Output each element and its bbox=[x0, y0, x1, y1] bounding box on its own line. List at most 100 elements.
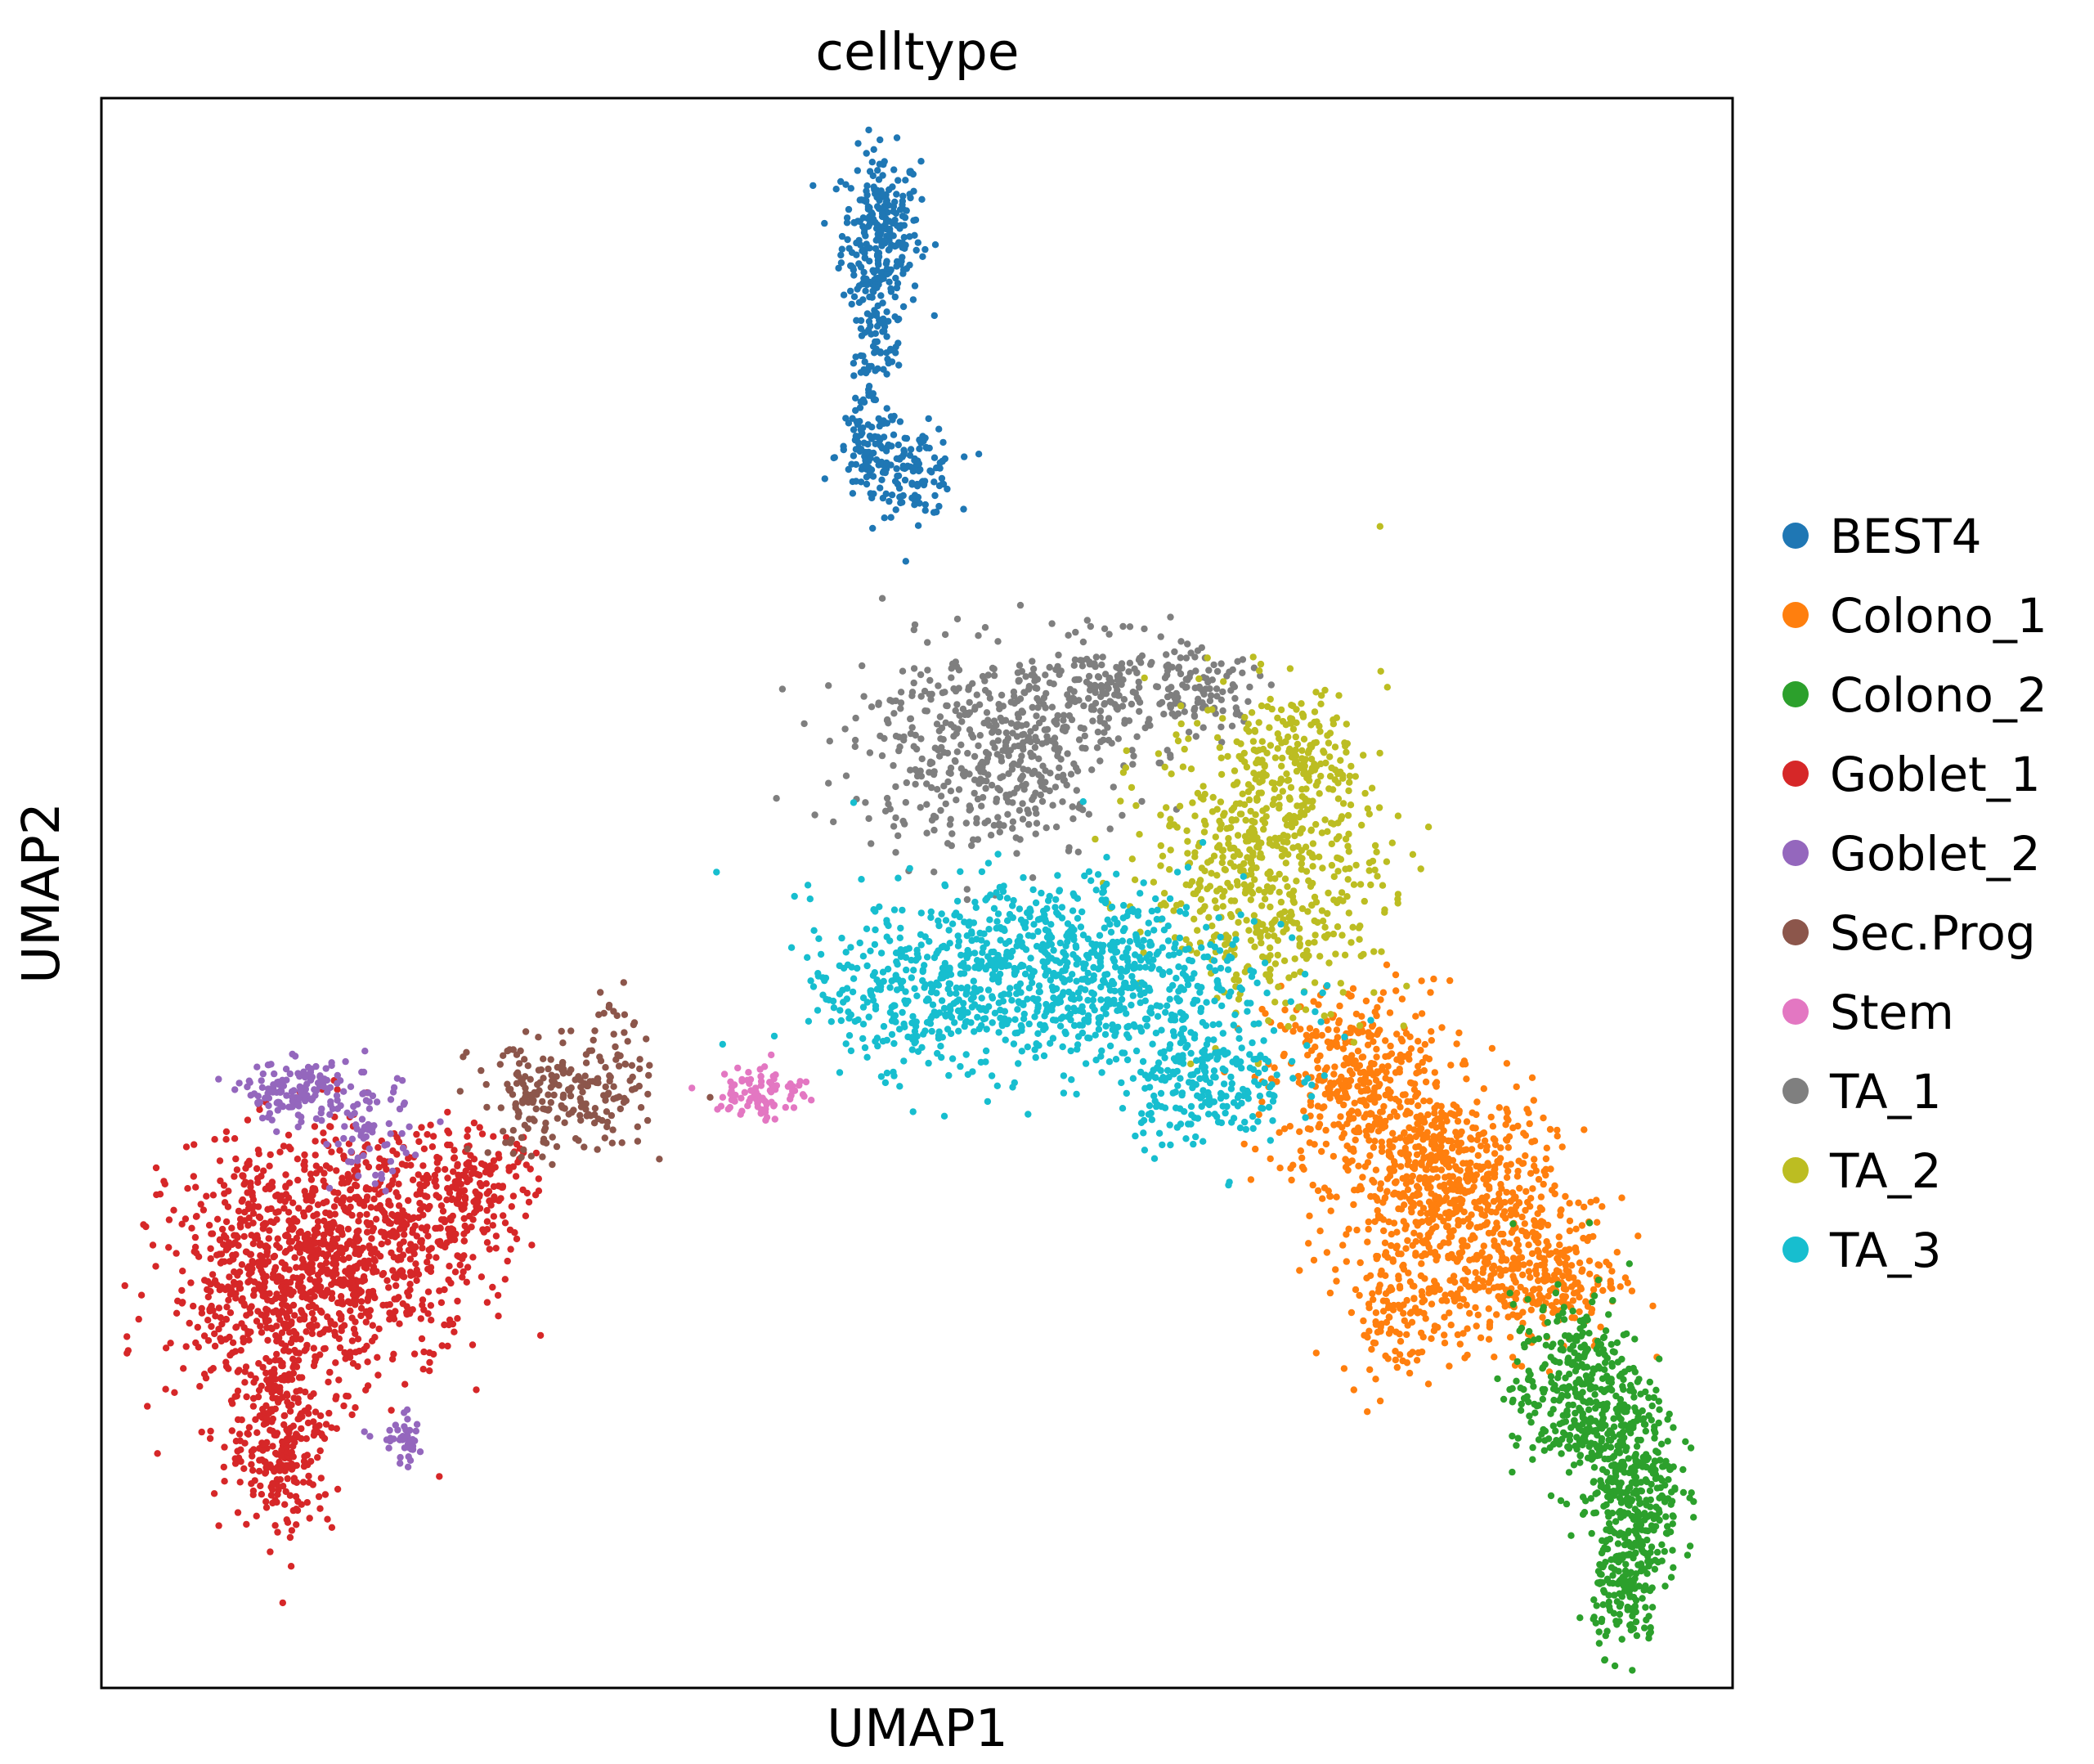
data-point bbox=[412, 1260, 419, 1268]
data-point bbox=[558, 1027, 565, 1035]
data-point bbox=[413, 1232, 420, 1240]
data-point bbox=[314, 1229, 321, 1237]
data-point bbox=[293, 1430, 300, 1438]
data-point bbox=[1588, 1449, 1595, 1457]
data-point bbox=[1351, 1127, 1358, 1135]
data-point bbox=[1572, 1244, 1580, 1252]
data-point bbox=[890, 431, 898, 438]
data-point bbox=[452, 1230, 460, 1238]
data-point bbox=[892, 349, 899, 357]
data-point bbox=[894, 222, 901, 230]
data-point bbox=[1625, 1484, 1632, 1492]
data-point bbox=[1534, 1246, 1541, 1255]
data-point bbox=[252, 1234, 259, 1242]
data-point bbox=[1590, 1596, 1598, 1604]
data-point bbox=[852, 433, 860, 440]
data-point bbox=[236, 1479, 244, 1486]
data-point bbox=[278, 1446, 285, 1454]
data-point bbox=[866, 168, 874, 175]
data-point bbox=[276, 1458, 283, 1466]
data-point bbox=[1433, 1223, 1440, 1231]
data-point bbox=[871, 349, 878, 357]
data-point bbox=[1638, 1546, 1646, 1554]
data-point bbox=[411, 1244, 419, 1251]
data-point bbox=[290, 1394, 298, 1402]
data-point bbox=[1649, 1462, 1657, 1470]
data-point bbox=[1335, 1077, 1343, 1085]
data-point bbox=[192, 1183, 200, 1191]
data-point bbox=[1491, 1165, 1499, 1173]
data-point bbox=[850, 372, 858, 379]
data-point bbox=[518, 1153, 525, 1161]
data-point bbox=[1442, 1187, 1451, 1196]
data-point bbox=[1437, 1183, 1444, 1190]
data-point bbox=[342, 1057, 349, 1066]
data-point bbox=[307, 1295, 314, 1304]
data-point bbox=[1340, 1082, 1347, 1089]
data-point bbox=[882, 490, 890, 497]
data-point bbox=[848, 460, 855, 468]
data-point bbox=[893, 134, 901, 141]
data-point bbox=[1306, 1212, 1313, 1220]
data-point bbox=[1448, 1210, 1455, 1218]
data-point bbox=[1408, 1208, 1415, 1216]
data-point bbox=[1522, 1206, 1529, 1214]
data-point bbox=[1509, 1220, 1517, 1228]
data-point bbox=[1527, 1169, 1535, 1178]
data-point bbox=[1481, 1222, 1488, 1229]
data-point bbox=[1433, 1256, 1440, 1264]
data-point bbox=[881, 203, 888, 210]
data-point bbox=[901, 465, 908, 473]
data-point bbox=[1431, 1109, 1438, 1117]
data-point bbox=[315, 1287, 323, 1295]
data-point bbox=[1542, 1155, 1550, 1163]
data-point bbox=[333, 1251, 340, 1259]
data-point bbox=[1569, 1401, 1577, 1409]
data-point bbox=[1576, 1407, 1585, 1414]
data-point bbox=[1628, 1496, 1636, 1504]
data-point bbox=[534, 1081, 541, 1088]
data-point bbox=[1538, 1430, 1545, 1438]
data-point bbox=[1566, 1335, 1573, 1343]
data-point bbox=[1636, 1500, 1643, 1508]
data-point bbox=[275, 1208, 282, 1215]
data-point bbox=[348, 1411, 356, 1419]
data-point bbox=[1571, 1421, 1578, 1429]
data-point bbox=[334, 1140, 342, 1148]
data-point bbox=[1471, 1234, 1478, 1241]
data-point bbox=[1637, 1521, 1645, 1528]
data-point bbox=[1396, 1282, 1404, 1290]
data-point bbox=[1351, 1099, 1358, 1107]
data-point bbox=[512, 1173, 520, 1180]
data-point bbox=[1472, 1124, 1479, 1132]
data-point bbox=[838, 232, 846, 240]
data-point bbox=[1632, 1618, 1640, 1626]
data-point bbox=[1402, 1245, 1410, 1252]
data-point bbox=[363, 1219, 370, 1227]
data-point bbox=[1395, 1250, 1402, 1258]
data-point bbox=[204, 1277, 212, 1286]
data-point bbox=[1379, 1063, 1386, 1071]
data-point bbox=[1371, 1340, 1379, 1347]
data-point bbox=[860, 268, 868, 276]
data-point bbox=[1346, 1067, 1354, 1075]
data-point bbox=[843, 214, 851, 222]
data-point bbox=[365, 1145, 373, 1152]
data-point bbox=[1627, 1430, 1634, 1437]
data-point bbox=[1513, 1377, 1520, 1385]
data-point bbox=[1509, 1385, 1516, 1393]
data-point bbox=[838, 245, 846, 253]
data-point bbox=[287, 1145, 294, 1153]
data-point bbox=[286, 1533, 294, 1542]
data-point bbox=[547, 1098, 554, 1106]
data-point bbox=[1413, 1113, 1420, 1121]
data-point bbox=[1522, 1286, 1529, 1295]
data-point bbox=[286, 1407, 294, 1415]
data-point bbox=[253, 1165, 261, 1173]
data-point bbox=[1354, 1108, 1361, 1115]
data-point bbox=[271, 1376, 280, 1383]
data-point bbox=[481, 1161, 488, 1169]
data-point bbox=[1485, 1335, 1493, 1343]
data-point bbox=[460, 1187, 468, 1195]
data-point bbox=[285, 1322, 293, 1330]
